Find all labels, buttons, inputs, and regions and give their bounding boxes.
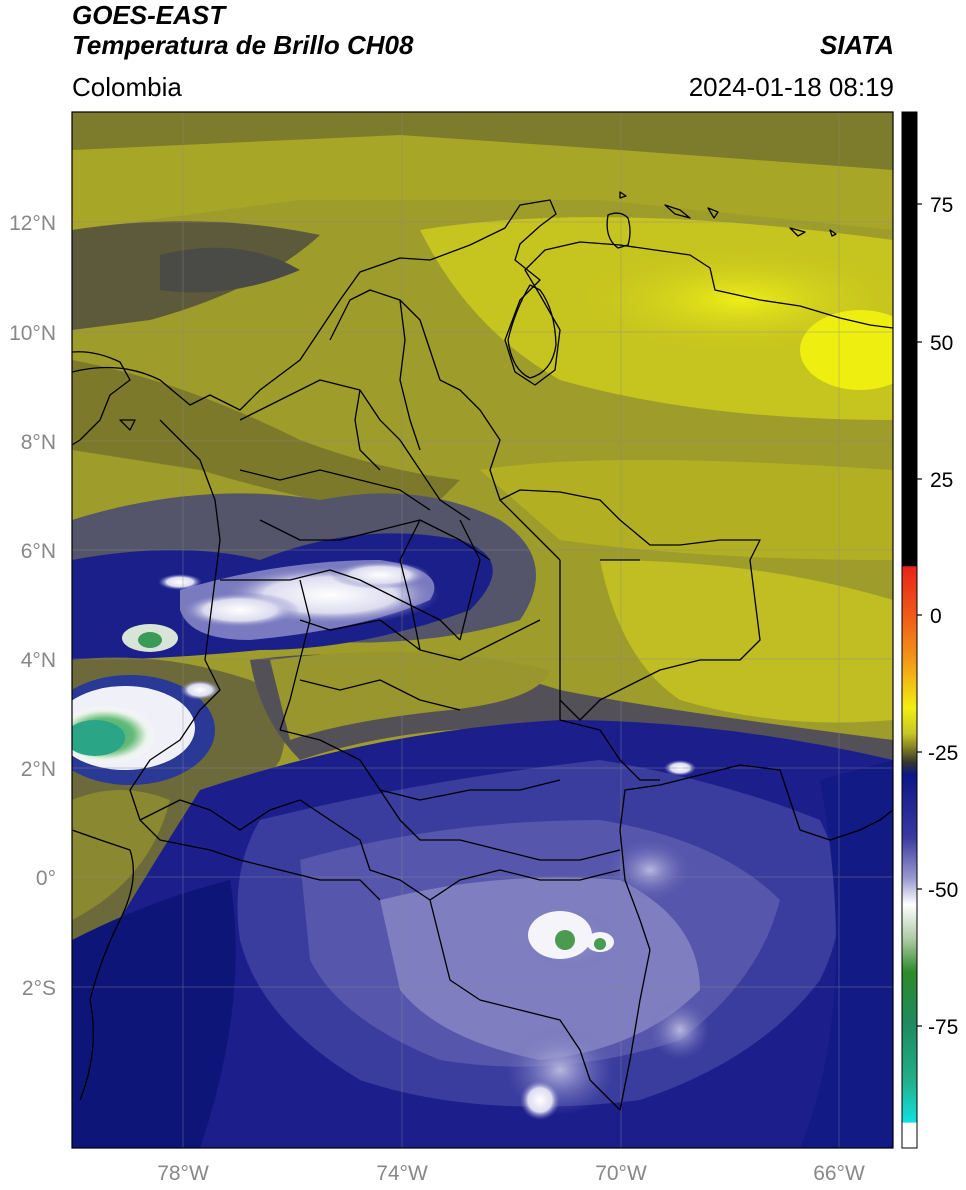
map-frame bbox=[71, 111, 894, 1149]
latitude-labels: 12°N 10°N 8°N 6°N 4°N 2°N 0° 2°S bbox=[9, 212, 56, 1000]
region-label: Colombia bbox=[72, 72, 182, 102]
colorbar-tick: -25 bbox=[928, 742, 958, 765]
brightness-temperature-field bbox=[72, 112, 893, 1148]
colorbar-tick: -50 bbox=[928, 879, 958, 902]
agency-label: SIATA bbox=[819, 30, 894, 60]
lat-label: 2°N bbox=[21, 758, 56, 781]
satellite-title: GOES-EAST bbox=[72, 0, 226, 30]
lon-label: 70°W bbox=[595, 1162, 647, 1185]
lat-label: 6°N bbox=[21, 540, 56, 563]
lat-label: 2°S bbox=[22, 977, 56, 1000]
graticule bbox=[72, 112, 893, 1148]
longitude-labels: 78°W 74°W 70°W 66°W bbox=[157, 1162, 865, 1185]
colorbar-tick: 50 bbox=[930, 332, 953, 355]
lon-label: 78°W bbox=[157, 1162, 209, 1185]
product-title: Temperatura de Brillo CH08 bbox=[72, 30, 414, 60]
lat-label: 8°N bbox=[21, 431, 56, 454]
lat-label: 0° bbox=[36, 867, 56, 890]
lat-label: 10°N bbox=[9, 322, 56, 345]
colorbar-tick: 25 bbox=[930, 469, 953, 492]
colorbar-tick: 0 bbox=[930, 605, 942, 628]
colorbar-tick: -75 bbox=[928, 1016, 958, 1039]
lon-label: 74°W bbox=[376, 1162, 428, 1185]
lat-label: 12°N bbox=[9, 212, 56, 235]
colorbar-tick: 75 bbox=[930, 194, 953, 217]
timestamp-label: 2024-01-18 08:19 bbox=[688, 72, 894, 102]
colorbar-scale bbox=[901, 111, 918, 1149]
borders-coastlines bbox=[72, 191, 893, 1111]
lat-label: 4°N bbox=[21, 649, 56, 672]
colorbar: 75 50 25 0 -25 -50 -75 bbox=[901, 111, 958, 1149]
lon-label: 66°W bbox=[813, 1162, 865, 1185]
